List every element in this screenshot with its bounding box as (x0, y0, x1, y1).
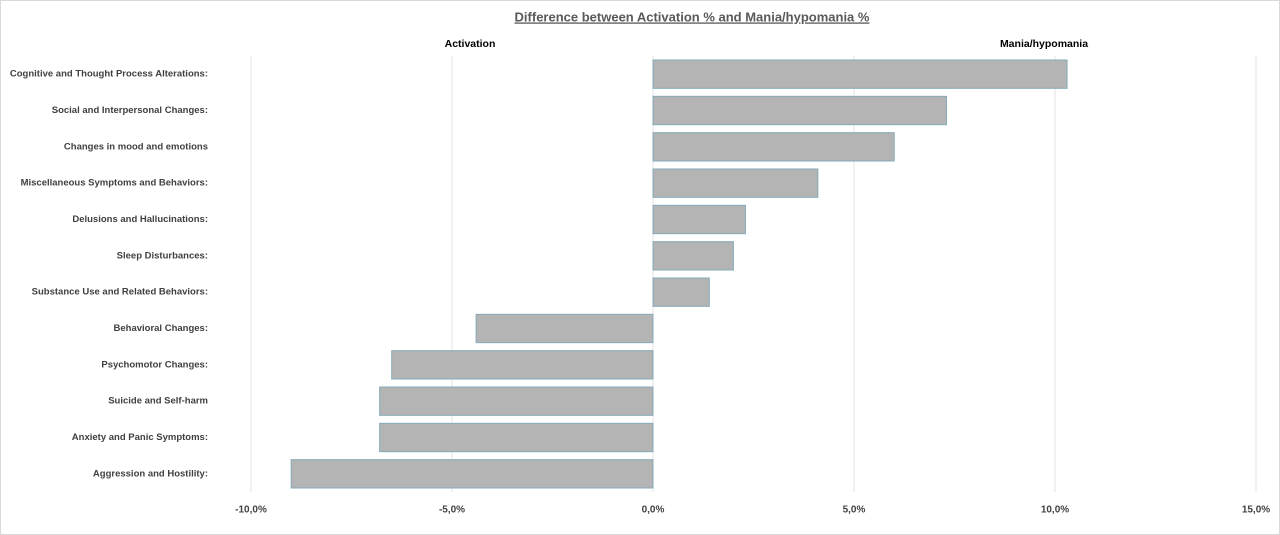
bar (652, 204, 746, 235)
bar (652, 95, 947, 126)
y-tick-label: Sleep Disturbances: (117, 250, 208, 261)
chart-title: Difference between Activation % and Mani… (515, 9, 870, 24)
bar (290, 459, 654, 489)
annotation: Mania/hypomania (1000, 38, 1088, 50)
y-tick-label: Delusions and Hallucinations: (72, 214, 208, 225)
bar (652, 168, 819, 198)
x-tick-label: -5,0% (439, 505, 465, 516)
y-tick-label: Psychomotor Changes: (101, 359, 208, 370)
y-tick-label: Miscellaneous Symptoms and Behaviors: (21, 178, 208, 189)
x-tick-label: 15,0% (1242, 505, 1270, 516)
bar (379, 422, 654, 453)
y-tick-label: Anxiety and Panic Symptoms: (72, 432, 208, 443)
bar (652, 277, 710, 307)
y-tick-label: Changes in mood and emotions (64, 141, 208, 152)
y-tick-label: Suicide and Self-harm (108, 396, 208, 407)
x-tick-label: 5,0% (843, 505, 866, 516)
y-tick-label: Behavioral Changes: (114, 323, 209, 334)
x-tick-label: -10,0% (235, 505, 267, 516)
y-tick-label: Substance Use and Related Behaviors: (32, 287, 208, 298)
bar (379, 386, 654, 416)
bar (652, 241, 734, 271)
y-tick-label: Cognitive and Thought Process Alteration… (10, 69, 208, 80)
x-tick-label: 0,0% (642, 505, 665, 516)
annotation: Activation (445, 38, 496, 50)
bar (475, 313, 654, 344)
y-tick-label: Social and Interpersonal Changes: (52, 105, 208, 116)
bar (391, 350, 654, 380)
bar (652, 59, 1068, 89)
y-tick-label: Aggression and Hostility: (93, 468, 208, 479)
bar (652, 132, 895, 162)
x-tick-label: 10,0% (1041, 505, 1069, 516)
